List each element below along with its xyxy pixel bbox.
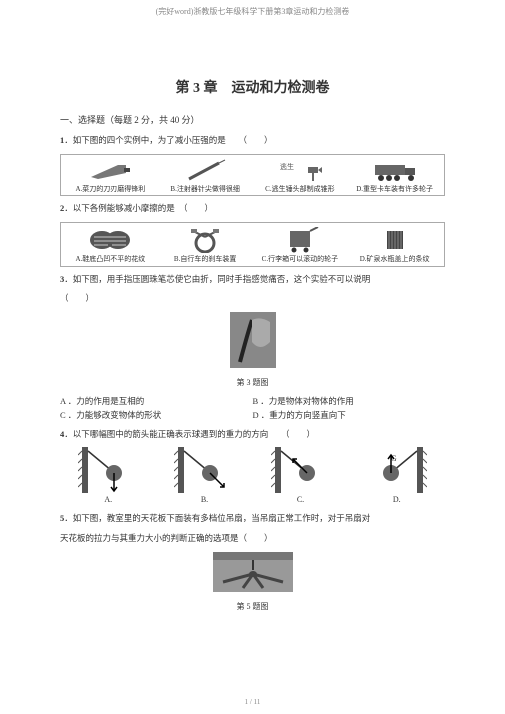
q4-fig-b — [174, 447, 234, 493]
q-text: ．如下图，用手指压圆珠笔芯使它由折，同时手指感觉痛否，这个实验不可以说明 — [64, 274, 370, 284]
opt-label: C.行李箱可以滚动的轮子 — [262, 255, 338, 263]
label-b: B. — [201, 495, 208, 504]
q1-opt-b: B.注射器针尖做得很细 — [158, 159, 253, 194]
q-text: ．如下图的四个实例中，为了减小压强的是 （ ） — [64, 135, 272, 145]
q4-fig-a — [78, 447, 138, 493]
q-text: ．以下各例能够减小摩擦的是 （ ） — [64, 203, 213, 213]
hammer-icon: 逃生 — [278, 159, 322, 183]
label-c: C. — [297, 495, 304, 504]
svg-text:逃生: 逃生 — [280, 162, 294, 171]
truck-icon — [369, 159, 421, 183]
opt-c: C ．力能够改变物体的形状 — [60, 408, 253, 422]
opt-label: B.注射器针尖做得很细 — [170, 185, 239, 193]
cleaver-icon — [88, 159, 132, 183]
q1-opt-a: A.菜刀的刀刃磨得锋利 — [63, 159, 158, 194]
question-3-paren: （ ） — [60, 292, 445, 306]
q-text: ．以下哪幅图中的箭头能正确表示球遇到的重力的方向 （ ） — [64, 429, 315, 439]
q5-figure — [60, 552, 445, 597]
q3-options: A ．力的作用是互相的 B ．力是物体对物体的作用 C ．力能够改变物体的形状 … — [60, 394, 445, 422]
opt-label: B.自行车的刹车装置 — [174, 255, 236, 263]
q2-figure-row: A.鞋底凸凹不平的花纹 B.自行车的刹车装置 C.行李箱可以滚动的轮子 D.矿泉… — [60, 222, 445, 267]
q2-opt-c: C.行李箱可以滚动的轮子 — [253, 227, 348, 264]
ceiling-fan-icon — [213, 552, 293, 592]
q2-opt-d: D.矿泉水瓶盖上的条纹 — [347, 227, 442, 264]
question-5b: 天花板的拉力与其重力大小的判断正确的选项是（ ） — [60, 532, 445, 546]
q3-figure — [60, 312, 445, 373]
finger-pen-icon — [230, 312, 276, 368]
q2-opt-a: A.鞋底凸凹不平的花纹 — [63, 227, 158, 264]
luggage-icon — [276, 227, 324, 253]
doc-header: (完好word)浙教版七年级科学下册第3章运动和力检测卷 — [0, 0, 505, 17]
opt-label: A.菜刀的刀刃磨得锋利 — [75, 185, 145, 193]
q1-opt-c: 逃生 C.逃生锤头部制成锥形 — [253, 159, 348, 194]
opt-d: D ．重力的方向竖直向下 — [253, 408, 446, 422]
opt-label: A.鞋底凸凹不平的花纹 — [75, 255, 145, 263]
brake-icon — [181, 227, 229, 253]
question-5a: 5．如下图，教室里的天花板下面装有多档位吊扇，当吊扇正常工作时，对于吊扇对 — [60, 512, 445, 526]
q4-fig-d: G — [367, 447, 427, 493]
bottle-cap-icon — [371, 227, 419, 253]
question-3: 3．如下图，用手指压圆珠笔芯使它由折，同时手指感觉痛否，这个实验不可以说明 — [60, 273, 445, 287]
q4-labels: A. B. C. D. — [60, 495, 445, 504]
q4-figure-row: G — [60, 447, 445, 493]
opt-label: D.矿泉水瓶盖上的条纹 — [360, 255, 430, 263]
q-text: ．如下图，教室里的天花板下面装有多档位吊扇，当吊扇正常工作时，对于吊扇对 — [64, 513, 370, 523]
page-body: 第 3 章 运动和力检测卷 一、选择题（每题 2 分，共 40 分） 1．如下图… — [0, 17, 505, 612]
section-heading: 一、选择题（每题 2 分，共 40 分） — [60, 113, 445, 126]
label-d: D. — [393, 495, 401, 504]
question-4: 4．以下哪幅图中的箭头能正确表示球遇到的重力的方向 （ ） — [60, 428, 445, 442]
opt-label: C.逃生锤头部制成锥形 — [265, 185, 334, 193]
q2-opt-b: B.自行车的刹车装置 — [158, 227, 253, 264]
page-footer: 1 / 11 — [0, 698, 505, 706]
question-1: 1．如下图的四个实例中，为了减小压强的是 （ ） — [60, 134, 445, 148]
page-title: 第 3 章 运动和力检测卷 — [60, 77, 445, 97]
q1-opt-d: D.重型卡车装有许多轮子 — [347, 159, 442, 194]
question-2: 2．以下各例能够减小摩擦的是 （ ） — [60, 202, 445, 216]
q1-figure-row: A.菜刀的刀刃磨得锋利 B.注射器针尖做得很细 逃生 C.逃生锤头部制成锥形 D… — [60, 154, 445, 197]
opt-b: B ．力是物体对物体的作用 — [253, 394, 446, 408]
q3-caption: 第 3 题图 — [60, 377, 445, 388]
opt-a: A ．力的作用是互相的 — [60, 394, 253, 408]
shoe-sole-icon — [86, 227, 134, 253]
q4-fig-c — [271, 447, 331, 493]
syringe-icon — [183, 159, 227, 183]
q5-caption: 第 5 题图 — [60, 601, 445, 612]
label-a: A. — [104, 495, 112, 504]
opt-label: D.重型卡车装有许多轮子 — [356, 185, 433, 193]
